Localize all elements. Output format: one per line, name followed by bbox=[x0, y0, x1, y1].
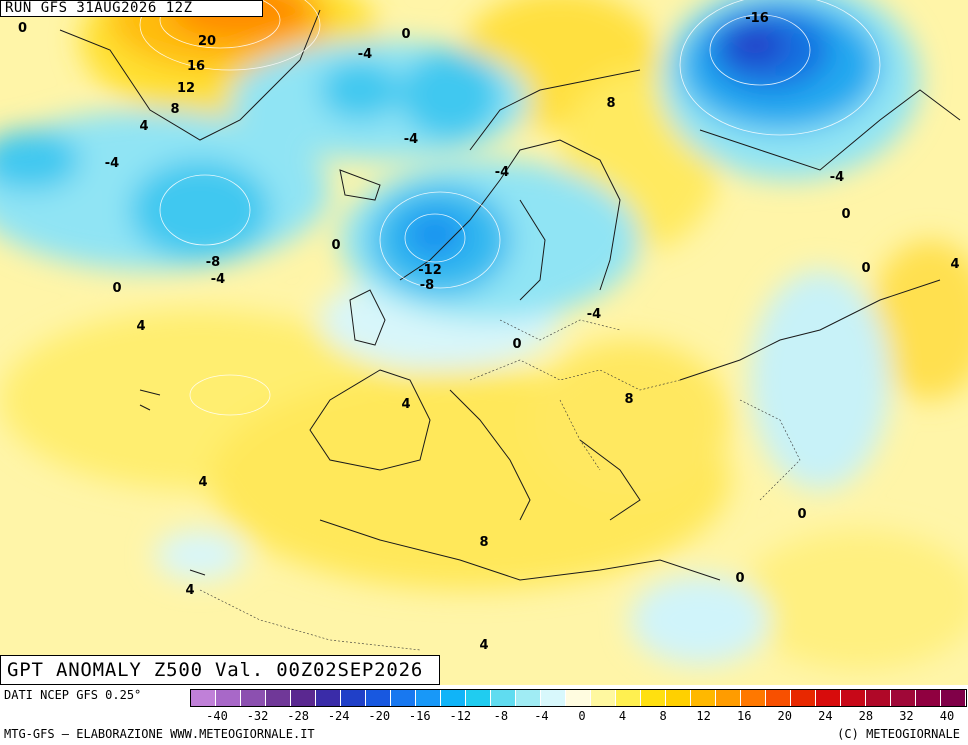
colorbar-swatch bbox=[866, 690, 891, 706]
contour-label: 4 bbox=[136, 319, 145, 334]
colorbar-tick-label: -20 bbox=[368, 709, 391, 723]
colorbar-tick-label: -28 bbox=[287, 709, 309, 723]
contour-label: -8 bbox=[206, 255, 220, 270]
colorbar-swatch bbox=[366, 690, 391, 706]
colorbar-swatch bbox=[641, 690, 666, 706]
contour-label: 8 bbox=[479, 535, 488, 550]
colorbar-swatch bbox=[491, 690, 516, 706]
contour-label: 0 bbox=[861, 261, 870, 276]
colorbar-tick-label: -24 bbox=[327, 709, 350, 723]
contour-label: 12 bbox=[177, 81, 195, 96]
contour-label: -4 bbox=[587, 307, 601, 322]
contour-label: -4 bbox=[495, 165, 509, 180]
contour-label: 4 bbox=[139, 119, 148, 134]
colorbar-swatch bbox=[941, 690, 966, 706]
contour-label: 4 bbox=[479, 638, 488, 653]
colorbar-swatch bbox=[541, 690, 566, 706]
data-source: DATI NCEP GFS 0.25° bbox=[4, 688, 142, 702]
colorbar-tick-label: -8 bbox=[493, 709, 509, 723]
colorbar-swatch bbox=[716, 690, 741, 706]
colorbar-swatch bbox=[666, 690, 691, 706]
colorbar-tick-label: 4 bbox=[618, 709, 627, 723]
contour-label: 20 bbox=[198, 34, 216, 49]
contour-label: 16 bbox=[187, 59, 205, 74]
colorbar-swatch bbox=[391, 690, 416, 706]
colorbar-tick-label: 12 bbox=[696, 709, 711, 723]
colorbar-tick-label: 28 bbox=[858, 709, 874, 723]
colorbar-swatch bbox=[566, 690, 591, 706]
colorbar-swatch bbox=[741, 690, 766, 706]
contour-label: 4 bbox=[198, 475, 207, 490]
colorbar-swatch bbox=[791, 690, 816, 706]
colorbar-swatch bbox=[816, 690, 841, 706]
contour-label: 0 bbox=[512, 337, 521, 352]
colorbar bbox=[190, 689, 967, 707]
colorbar-tick-label: 8 bbox=[659, 709, 667, 723]
contour-lines bbox=[139, 0, 881, 416]
colorbar-swatch bbox=[191, 690, 216, 706]
colorbar-tick-label: 16 bbox=[736, 709, 752, 723]
contour-label: -4 bbox=[211, 272, 225, 287]
anomaly-map: 0 20 16 12 8 4 -4 0 -4 -4 -4 8 -16 -4 0 … bbox=[0, 0, 968, 685]
colorbar-swatch bbox=[316, 690, 341, 706]
colorbar-swatch bbox=[441, 690, 466, 706]
colorbar-swatch bbox=[291, 690, 316, 706]
colorbar-ticks: -40 -32 -28 -24 -20 -16 -12 -8 -4 0 4 8 12 16 20 24 28 32… bbox=[190, 709, 965, 723]
colorbar-tick-label: 40 bbox=[939, 709, 955, 723]
colorbar-tick-label: 32 bbox=[899, 709, 914, 723]
contour-label: 8 bbox=[606, 96, 615, 111]
contour-label: -4 bbox=[105, 156, 119, 171]
colorbar-tick-label: 20 bbox=[777, 709, 792, 723]
contour-label: 4 bbox=[185, 583, 194, 598]
borders bbox=[199, 319, 801, 651]
contour-label: 0 bbox=[735, 571, 744, 586]
contour-label: 0 bbox=[112, 281, 121, 296]
colorbar-swatch bbox=[241, 690, 266, 706]
contour-label: 0 bbox=[797, 507, 806, 522]
colorbar-swatch bbox=[266, 690, 291, 706]
colorbar-tick-label: 0 bbox=[578, 709, 586, 723]
contour-label: 4 bbox=[401, 397, 410, 412]
contour-label: 0 bbox=[331, 238, 340, 253]
contour-label: -16 bbox=[745, 11, 769, 26]
contour-label: -12 bbox=[418, 263, 442, 278]
colorbar-swatch bbox=[616, 690, 641, 706]
colorbar-swatch bbox=[691, 690, 716, 706]
colorbar-swatch bbox=[916, 690, 941, 706]
footer-copyright: (C) METEOGIORNALE bbox=[837, 727, 960, 741]
colorbar-swatch bbox=[591, 690, 616, 706]
colorbar-tick-label: -4 bbox=[534, 709, 549, 723]
contour-label: 8 bbox=[170, 102, 179, 117]
colorbar-tick-label: -12 bbox=[449, 709, 472, 723]
colorbar-swatch bbox=[216, 690, 241, 706]
colorbar-tick-label: -40 bbox=[206, 709, 228, 723]
colorbar-swatch bbox=[416, 690, 441, 706]
anomaly-field bbox=[0, 0, 968, 670]
colorbar-tick-label: 24 bbox=[818, 709, 833, 723]
contour-label: -4 bbox=[830, 170, 844, 185]
colorbar-swatch bbox=[516, 690, 541, 706]
colorbar-swatch bbox=[341, 690, 366, 706]
colorbar-swatch bbox=[841, 690, 866, 706]
run-label: RUN GFS 31AUG2026 12Z bbox=[0, 0, 263, 17]
colorbar-swatch bbox=[466, 690, 491, 706]
colorbar-tick-label: -16 bbox=[408, 709, 431, 723]
contour-label: 0 bbox=[18, 21, 27, 36]
contour-label: 4 bbox=[950, 257, 959, 272]
map-title: GPT ANOMALY Z500 Val. 00Z02SEP2026 bbox=[0, 655, 440, 685]
footer-credit: MTG-GFS — ELABORAZIONE WWW.METEOGIORNALE… bbox=[4, 727, 315, 741]
contour-label: 0 bbox=[841, 207, 850, 222]
contour-label: -8 bbox=[420, 278, 434, 293]
contour-label: -4 bbox=[358, 47, 372, 62]
contour-label: 8 bbox=[624, 392, 633, 407]
colorbar-swatch bbox=[891, 690, 916, 706]
coastlines bbox=[59, 9, 961, 581]
colorbar-swatch bbox=[766, 690, 791, 706]
contour-labels: 0 20 16 12 8 4 -4 0 -4 -4 -4 8 -16 -4 0 … bbox=[18, 11, 960, 653]
colorbar-tick-label: -32 bbox=[246, 709, 269, 723]
contour-label: -4 bbox=[404, 132, 418, 147]
contour-label: 0 bbox=[401, 27, 410, 42]
